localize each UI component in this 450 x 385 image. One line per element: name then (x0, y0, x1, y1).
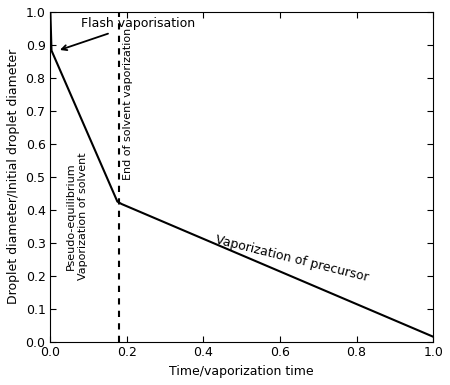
Y-axis label: Droplet diameter/Initial droplet diameter: Droplet diameter/Initial droplet diamete… (7, 49, 20, 305)
Text: End of solvent vaporization: End of solvent vaporization (123, 28, 133, 181)
X-axis label: Time/vaporization time: Time/vaporization time (170, 365, 314, 378)
Text: Pseudo-equilibrium
Vaporization of solvent: Pseudo-equilibrium Vaporization of solve… (66, 152, 88, 280)
Text: Flash vaporisation: Flash vaporisation (62, 17, 195, 50)
Text: Vaporization of precursor: Vaporization of precursor (214, 234, 369, 285)
